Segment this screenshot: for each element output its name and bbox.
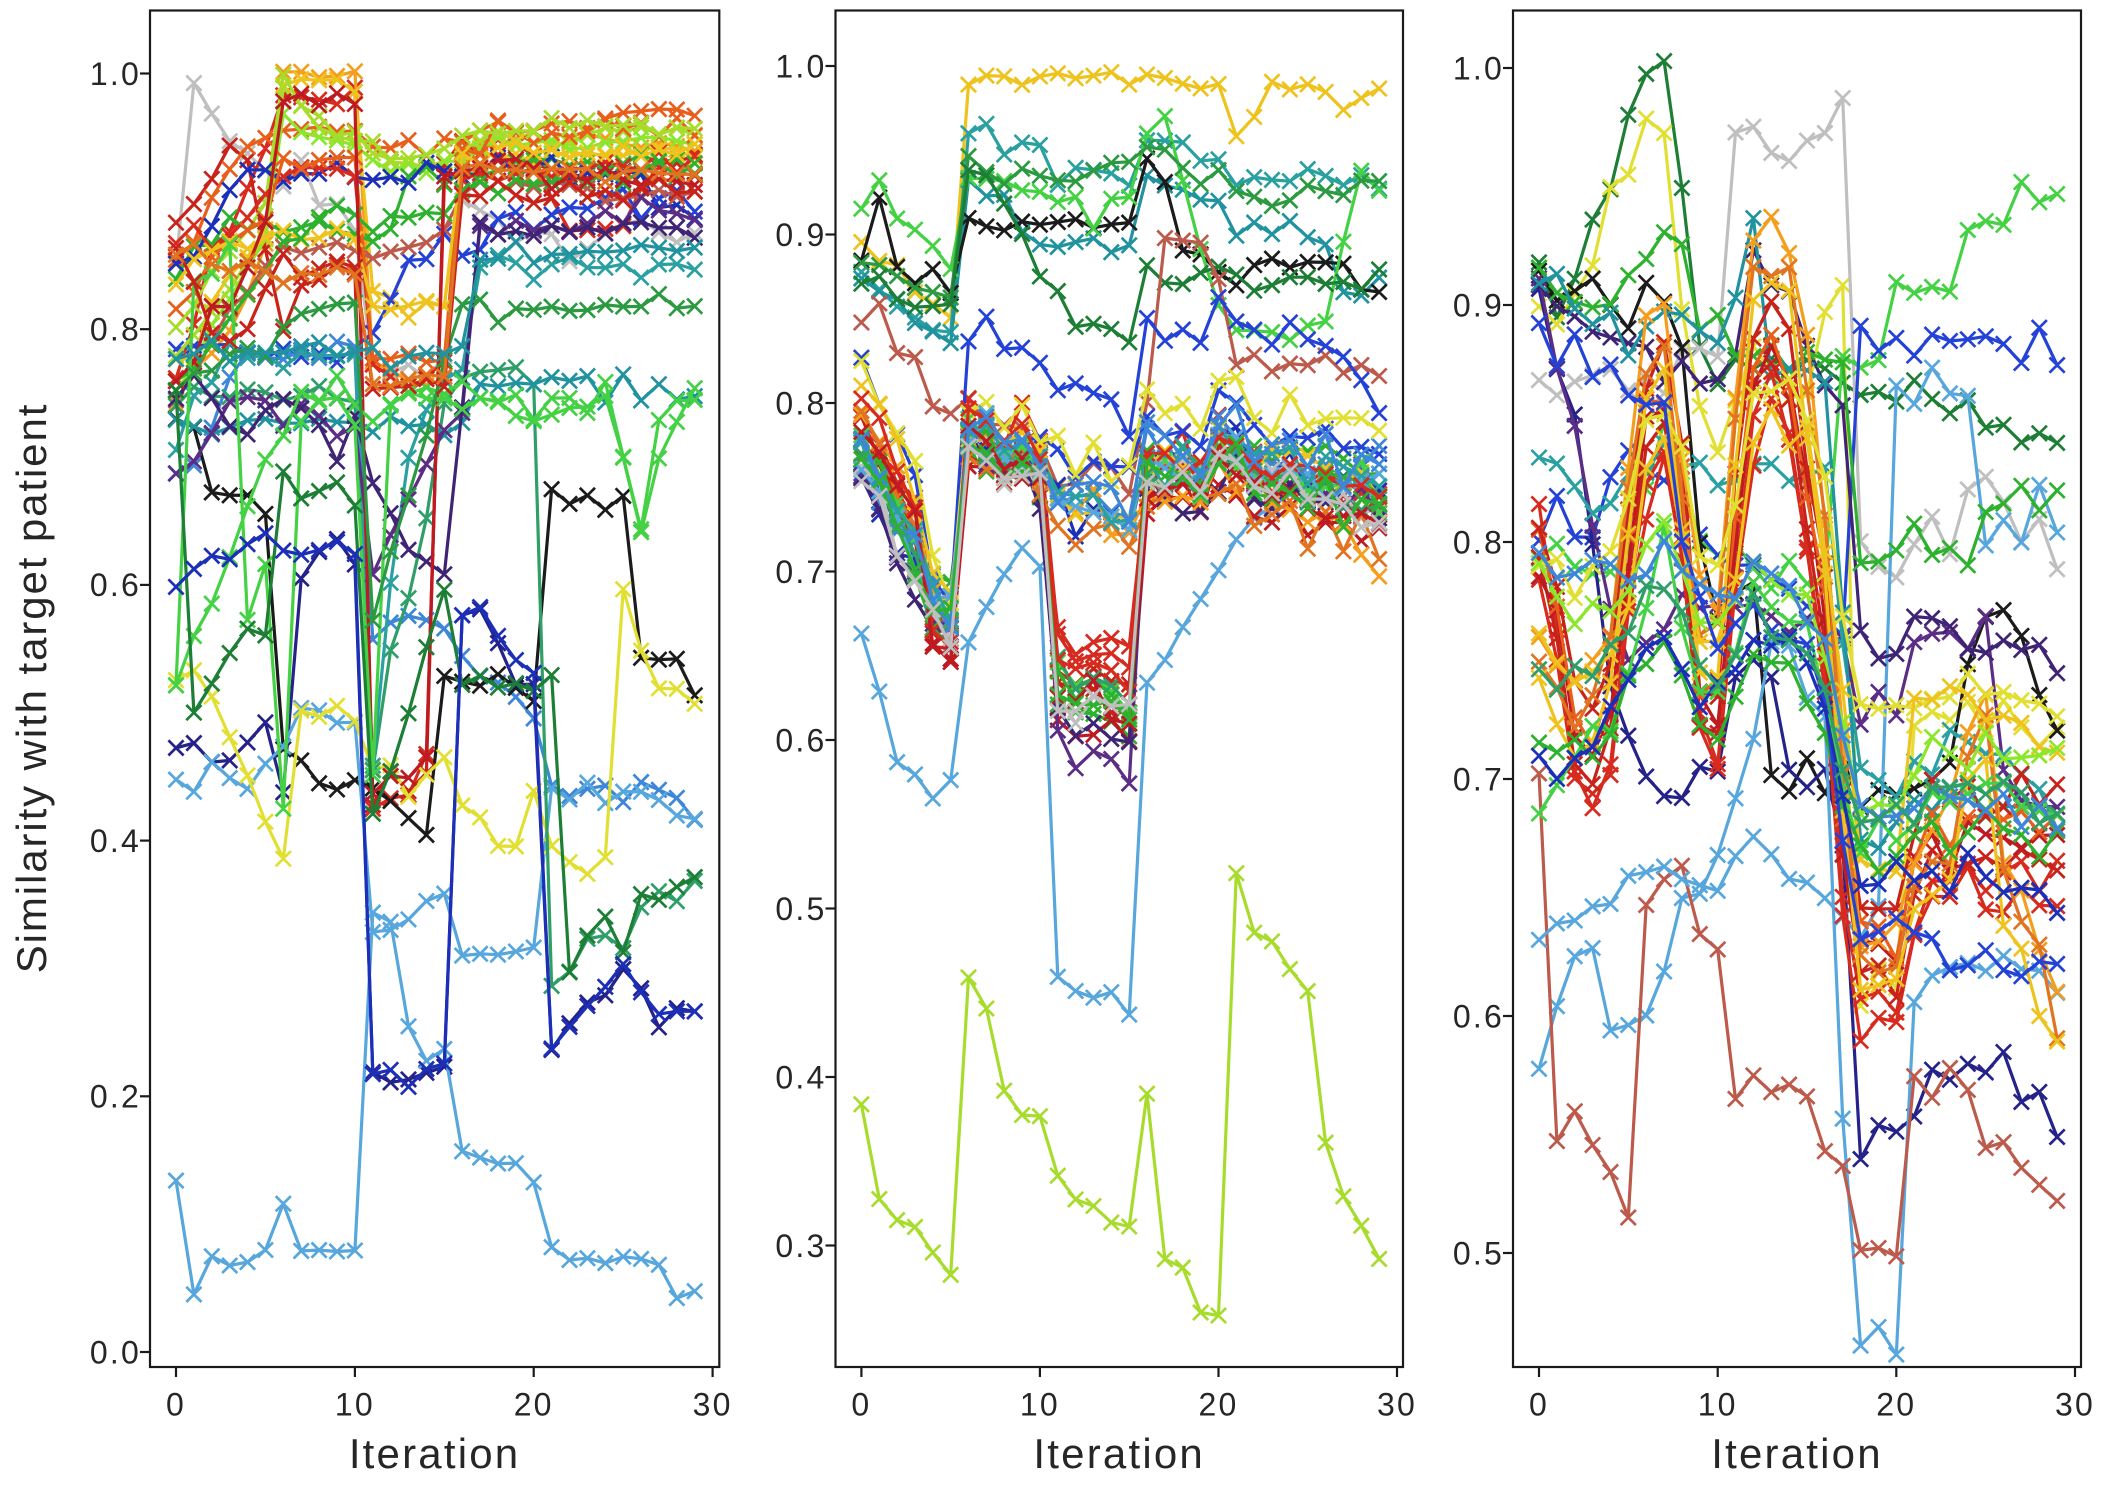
svg-text:0.7: 0.7 bbox=[775, 554, 826, 590]
svg-text:0.8: 0.8 bbox=[1453, 524, 1504, 560]
svg-text:20: 20 bbox=[1876, 1387, 1916, 1423]
svg-text:0.4: 0.4 bbox=[775, 1059, 826, 1095]
svg-text:20: 20 bbox=[1199, 1387, 1239, 1423]
svg-text:0.6: 0.6 bbox=[775, 722, 826, 758]
svg-text:Similarity with target patient: Similarity with target patient bbox=[8, 403, 55, 974]
svg-text:20: 20 bbox=[514, 1387, 554, 1423]
svg-text:0.5: 0.5 bbox=[775, 891, 826, 927]
svg-text:0.6: 0.6 bbox=[90, 567, 141, 603]
svg-text:Iteration: Iteration bbox=[1033, 1430, 1205, 1477]
svg-text:0.4: 0.4 bbox=[90, 823, 141, 859]
svg-text:10: 10 bbox=[1698, 1387, 1738, 1423]
svg-text:Iteration: Iteration bbox=[349, 1430, 521, 1477]
svg-text:0.2: 0.2 bbox=[90, 1079, 141, 1115]
svg-text:0.9: 0.9 bbox=[775, 217, 826, 253]
svg-text:0.9: 0.9 bbox=[1453, 287, 1504, 323]
svg-text:0.0: 0.0 bbox=[90, 1334, 141, 1370]
svg-text:0.8: 0.8 bbox=[90, 312, 141, 348]
svg-text:0.6: 0.6 bbox=[1453, 998, 1504, 1034]
svg-text:10: 10 bbox=[1020, 1387, 1060, 1423]
svg-text:30: 30 bbox=[693, 1387, 733, 1423]
svg-text:0: 0 bbox=[1529, 1387, 1549, 1423]
svg-text:1.0: 1.0 bbox=[90, 56, 141, 92]
svg-text:30: 30 bbox=[1377, 1387, 1417, 1423]
svg-text:0.7: 0.7 bbox=[1453, 761, 1504, 797]
svg-text:0.3: 0.3 bbox=[775, 1228, 826, 1264]
svg-text:1.0: 1.0 bbox=[775, 48, 826, 84]
svg-text:1.0: 1.0 bbox=[1453, 50, 1504, 86]
svg-text:0: 0 bbox=[851, 1387, 871, 1423]
svg-text:0.5: 0.5 bbox=[1453, 1235, 1504, 1271]
svg-text:30: 30 bbox=[2055, 1387, 2095, 1423]
svg-text:0.8: 0.8 bbox=[775, 385, 826, 421]
svg-text:Iteration: Iteration bbox=[1711, 1430, 1883, 1477]
svg-text:0: 0 bbox=[166, 1387, 186, 1423]
svg-text:10: 10 bbox=[335, 1387, 375, 1423]
